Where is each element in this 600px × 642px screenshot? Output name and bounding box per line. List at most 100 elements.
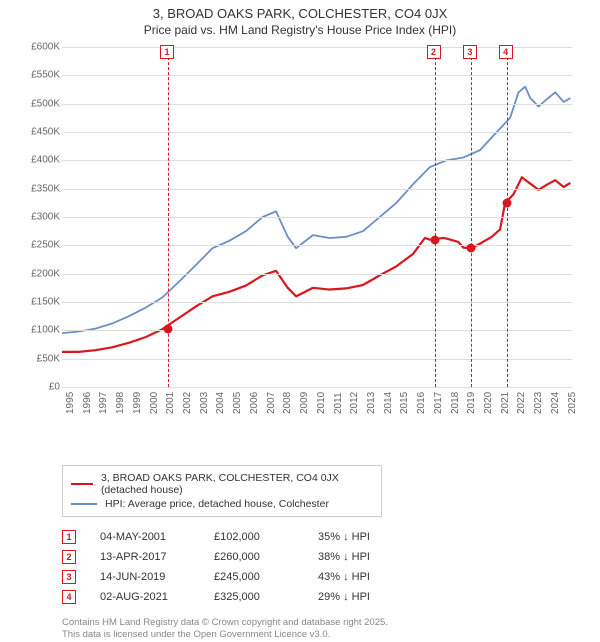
y-axis-tick-label: £100K [20,325,60,336]
event-date: 04-MAY-2001 [100,531,190,543]
series-line-property [62,177,570,352]
x-axis-tick-label: 2000 [149,392,160,414]
x-axis-tick-label: 2012 [349,392,360,414]
grid-line [62,189,572,190]
footer-attribution: Contains HM Land Registry data © Crown c… [62,617,562,642]
event-price: £245,000 [214,571,294,583]
legend-swatch [71,483,93,485]
x-axis-tick-label: 2010 [316,392,327,414]
grid-line [62,245,572,246]
y-axis-tick-label: £50K [20,353,60,364]
y-axis-tick-label: £150K [20,297,60,308]
x-axis-tick-label: 2002 [182,392,193,414]
x-axis-tick-label: 2023 [533,392,544,414]
grid-line [62,359,572,360]
reference-line [471,47,472,387]
legend-label: HPI: Average price, detached house, Colc… [105,498,329,510]
event-delta: 29% ↓ HPI [318,591,408,603]
y-axis-tick-label: £550K [20,70,60,81]
reference-marker-box: 3 [463,45,477,59]
event-id-box: 2 [62,550,76,564]
x-axis-tick-label: 2009 [299,392,310,414]
grid-line [62,387,572,388]
y-axis-tick-label: £250K [20,240,60,251]
x-axis-tick-label: 2014 [383,392,394,414]
legend-label: 3, BROAD OAKS PARK, COLCHESTER, CO4 0JX … [101,472,373,496]
event-id-box: 1 [62,530,76,544]
price-marker-dot [502,198,511,207]
chart-area: £0£50K£100K£150K£200K£250K£300K£350K£400… [20,41,580,421]
x-axis-tick-label: 1997 [98,392,109,414]
event-delta: 38% ↓ HPI [318,551,408,563]
y-axis-tick-label: £450K [20,127,60,138]
x-axis-tick-label: 2006 [249,392,260,414]
footer-line-2: This data is licensed under the Open Gov… [62,629,562,641]
grid-line [62,47,572,48]
event-price: £102,000 [214,531,294,543]
y-axis-tick-label: £600K [20,42,60,53]
x-axis-tick-label: 2007 [266,392,277,414]
x-axis-tick-label: 2018 [450,392,461,414]
event-row: 314-JUN-2019£245,00043% ↓ HPI [62,567,600,587]
x-axis-tick-label: 2019 [466,392,477,414]
reference-marker-box: 2 [427,45,441,59]
event-date: 13-APR-2017 [100,551,190,563]
plot-area: £0£50K£100K£150K£200K£250K£300K£350K£400… [62,47,572,387]
legend-item: 3, BROAD OAKS PARK, COLCHESTER, CO4 0JX … [71,471,373,497]
event-date: 14-JUN-2019 [100,571,190,583]
events-table: 1 04-MAY-2001 £102,000 35% ↓ HPI 2 13-APR-201… [62,527,600,607]
x-axis-tick-label: 2008 [282,392,293,414]
y-axis-tick-label: £350K [20,183,60,194]
x-axis-tick-label: 2013 [366,392,377,414]
x-axis-tick-label: 1999 [132,392,143,414]
footer-line-1: Contains HM Land Registry data © Crown c… [62,617,562,629]
x-axis-tick-label: 2005 [232,392,243,414]
reference-line [168,47,169,387]
chart-title: 3, BROAD OAKS PARK, COLCHESTER, CO4 0JX [0,0,600,21]
x-axis-tick-label: 1995 [65,392,76,414]
event-price: £325,000 [214,591,294,603]
x-axis-tick-label: 2022 [516,392,527,414]
event-delta: 35% ↓ HPI [318,531,408,543]
x-axis-tick-label: 2024 [550,392,561,414]
event-price: £260,000 [214,551,294,563]
reference-marker-box: 1 [160,45,174,59]
reference-line [507,47,508,387]
event-date: 02-AUG-2021 [100,591,190,603]
grid-line [62,160,572,161]
reference-line [435,47,436,387]
x-axis-tick-label: 2020 [483,392,494,414]
event-row: 402-AUG-2021£325,00029% ↓ HPI [62,587,600,607]
y-axis-tick-label: £0 [20,382,60,393]
grid-line [62,302,572,303]
reference-marker-box: 4 [499,45,513,59]
x-axis-tick-label: 2021 [500,392,511,414]
x-axis-tick-label: 1998 [115,392,126,414]
y-axis-tick-label: £500K [20,98,60,109]
legend-item: HPI: Average price, detached house, Colc… [71,497,373,511]
y-axis-tick-label: £400K [20,155,60,166]
grid-line [62,132,572,133]
legend-swatch [71,503,97,505]
x-axis-tick-label: 2011 [333,392,344,414]
x-axis-tick-label: 2017 [433,392,444,414]
grid-line [62,217,572,218]
price-marker-dot [164,325,173,334]
event-row: 1 04-MAY-2001 £102,000 35% ↓ HPI [62,527,600,547]
grid-line [62,104,572,105]
x-axis-tick-label: 2015 [399,392,410,414]
grid-line [62,274,572,275]
y-axis-tick-label: £300K [20,212,60,223]
x-axis-tick-label: 2025 [567,392,578,414]
x-axis-tick-label: 2003 [199,392,210,414]
price-marker-dot [466,244,475,253]
x-axis-tick-label: 2004 [215,392,226,414]
chart-subtitle: Price paid vs. HM Land Registry's House … [0,21,600,41]
event-delta: 43% ↓ HPI [318,571,408,583]
grid-line [62,75,572,76]
x-axis-tick-label: 2016 [416,392,427,414]
series-line-hpi [62,87,570,333]
event-row: 2 13-APR-2017 £260,000 38% ↓ HPI [62,547,600,567]
x-axis-tick-label: 1996 [82,392,93,414]
grid-line [62,330,572,331]
